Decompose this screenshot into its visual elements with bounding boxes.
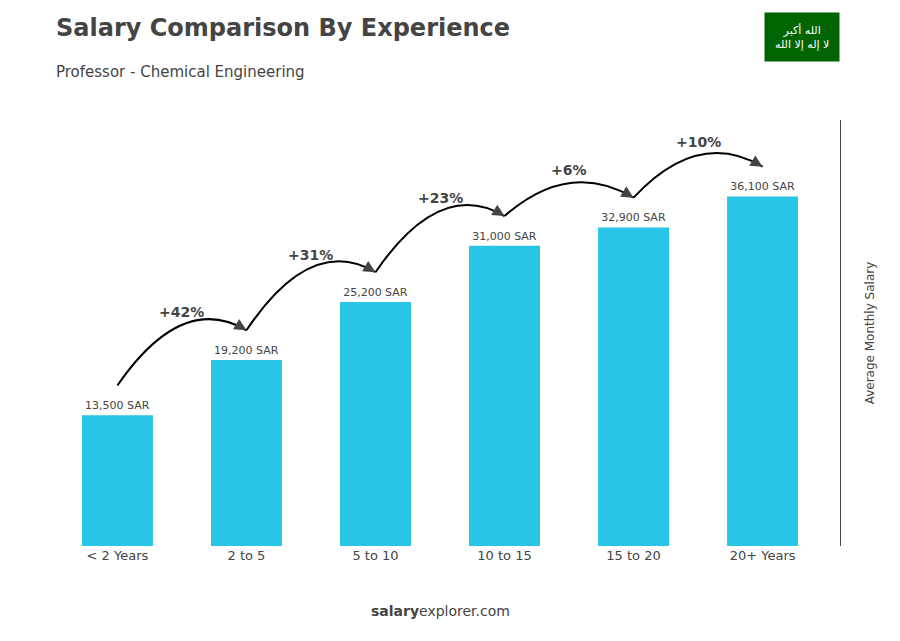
svg-text:20+ Years: 20+ Years <box>730 548 796 563</box>
svg-text:+10%: +10% <box>676 134 721 150</box>
svg-text:31,000 SAR: 31,000 SAR <box>472 230 537 243</box>
svg-text:Professor - Chemical Engineeri: Professor - Chemical Engineering <box>56 63 305 81</box>
svg-text:25,200 SAR: 25,200 SAR <box>343 286 408 299</box>
svg-text:+42%: +42% <box>159 304 204 320</box>
svg-text:Salary Comparison By Experienc: Salary Comparison By Experience <box>56 14 510 42</box>
svg-text:< 2 Years: < 2 Years <box>87 548 149 563</box>
svg-text:10 to 15: 10 to 15 <box>477 548 531 563</box>
svg-text:32,900 SAR: 32,900 SAR <box>601 211 666 224</box>
svg-text:+31%: +31% <box>288 247 333 263</box>
svg-text:الله أكبرلا إله إلا الله: الله أكبرلا إله إلا الله <box>775 23 829 51</box>
svg-text:15 to 20: 15 to 20 <box>606 548 660 563</box>
svg-text:Average Monthly Salary: Average Monthly Salary <box>863 262 877 405</box>
svg-text:salaryexplorer.com: salaryexplorer.com <box>371 603 510 619</box>
svg-text:2 to 5: 2 to 5 <box>228 548 266 563</box>
svg-text:19,200 SAR: 19,200 SAR <box>214 344 279 357</box>
svg-text:+6%: +6% <box>551 162 587 178</box>
svg-text:5 to 10: 5 to 10 <box>352 548 398 563</box>
svg-text:13,500 SAR: 13,500 SAR <box>85 399 150 412</box>
svg-text:+23%: +23% <box>418 190 463 206</box>
svg-text:36,100 SAR: 36,100 SAR <box>730 180 795 193</box>
